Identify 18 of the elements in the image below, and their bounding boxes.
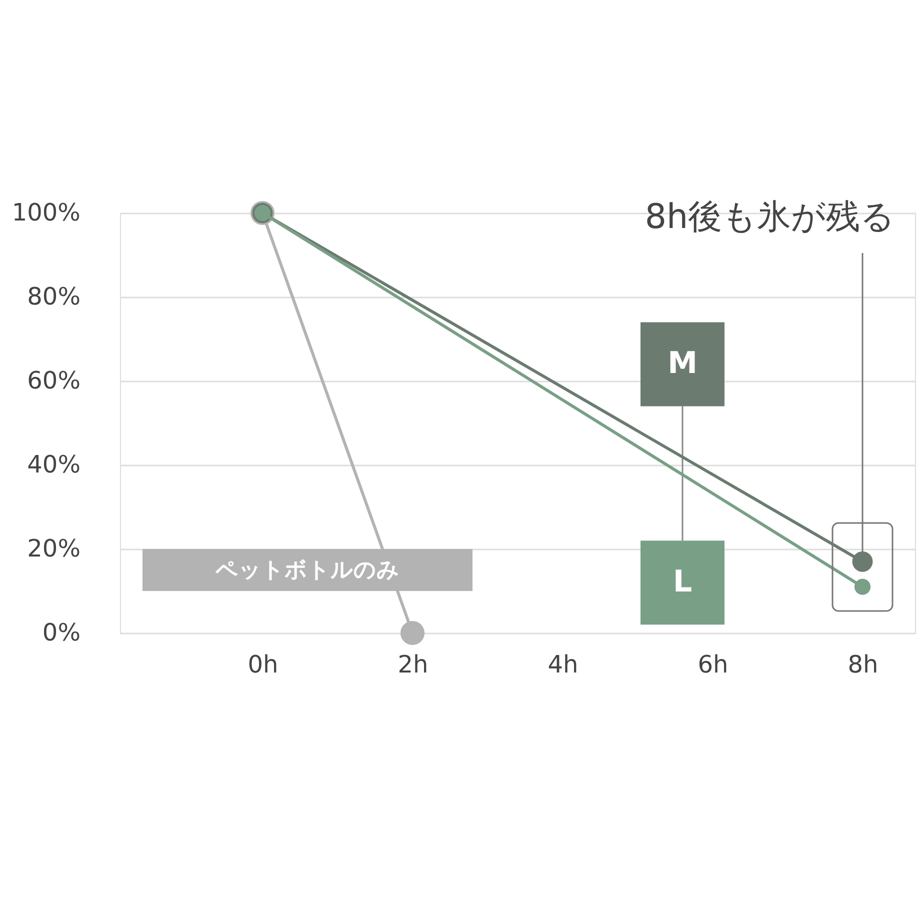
point — [852, 551, 873, 572]
point — [854, 578, 871, 595]
x-tick-label: 8h — [848, 650, 878, 678]
y-tick-label: 100% — [12, 198, 80, 226]
y-tick-label: 0% — [42, 618, 80, 646]
series-label: M — [668, 346, 698, 382]
point — [400, 620, 425, 646]
y-tick-label: 60% — [27, 366, 80, 394]
x-tick-label: 2h — [398, 650, 428, 678]
annotation: 8h後も氷が残る — [644, 197, 895, 237]
text: L — [672, 564, 692, 600]
x-tick-label: 0h — [248, 650, 278, 678]
y-tick-label: 40% — [27, 450, 80, 478]
x-tick-label: 4h — [548, 650, 578, 678]
y-tick-label: 80% — [27, 282, 80, 310]
series-label: ペットボトルのみ — [214, 558, 400, 583]
y-tick-label: 20% — [27, 534, 80, 562]
x-tick-label: 6h — [698, 650, 728, 678]
